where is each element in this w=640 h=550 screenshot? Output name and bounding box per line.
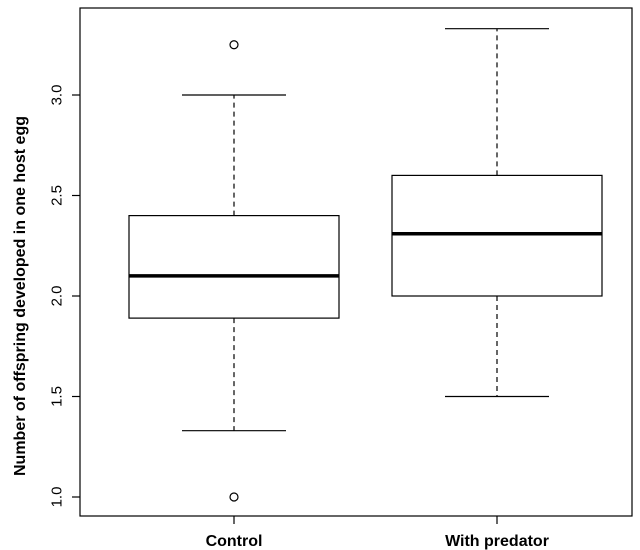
- y-tick-label: 1.5: [48, 386, 65, 407]
- y-axis-title: Number of offspring developed in one hos…: [12, 116, 29, 476]
- x-tick-label: Control: [206, 533, 263, 550]
- iqr-box: [128, 215, 340, 319]
- axes: 1.0 1.5 2.0 2.5 3.0 Control With predator: [48, 7, 633, 550]
- box-1: [128, 40, 340, 502]
- outlier-point: [229, 40, 239, 50]
- y-tick-label: 2.5: [48, 185, 65, 206]
- x-tick-label: With predator: [445, 533, 549, 550]
- plot-frame: [79, 7, 633, 517]
- box-2: [391, 28, 603, 398]
- y-tick-label: 1.0: [48, 487, 65, 508]
- outlier-point: [229, 492, 239, 502]
- y-tick-label: 3.0: [48, 85, 65, 106]
- boxes: [128, 28, 603, 502]
- iqr-box: [391, 174, 603, 297]
- y-tick-label: 2.0: [48, 286, 65, 307]
